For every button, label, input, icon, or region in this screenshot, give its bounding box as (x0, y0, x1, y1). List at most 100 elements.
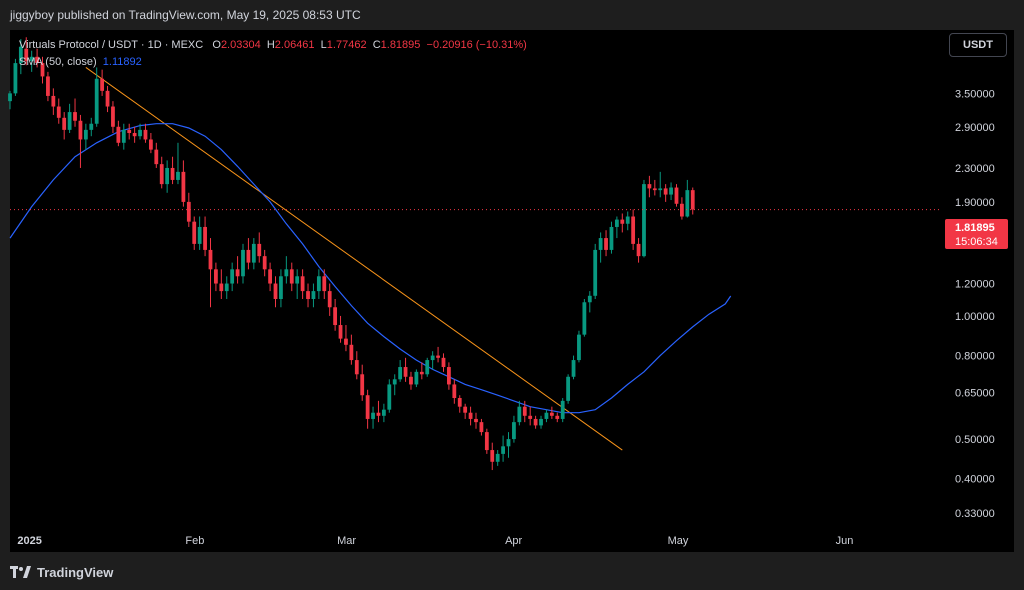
candle (24, 37, 29, 66)
y-tick-label: 2.30000 (955, 163, 995, 175)
candle-body (89, 123, 94, 130)
candle-body (100, 78, 105, 91)
candle-body (8, 93, 12, 102)
candle (468, 406, 473, 426)
candle (83, 123, 88, 150)
candle-body (241, 249, 245, 277)
x-tick-label: May (668, 535, 689, 547)
candle-body (132, 133, 137, 137)
candle-body (154, 149, 159, 165)
candle-body (430, 355, 435, 361)
candle (419, 362, 424, 380)
candle (490, 442, 495, 471)
currency-button[interactable]: USDT (949, 33, 1007, 57)
y-tick-label: 1.00000 (955, 311, 995, 323)
candle-body (316, 276, 321, 292)
candle-body (170, 167, 175, 180)
sma-label[interactable]: SMA (50, close) (19, 56, 97, 68)
y-tick-label: 1.20000 (955, 279, 995, 291)
open-value: 2.03304 (220, 39, 261, 51)
candle-body (620, 219, 625, 224)
candle-body (582, 302, 587, 335)
candle (311, 283, 316, 308)
candle-body (419, 371, 424, 375)
candle-body (186, 201, 191, 222)
sma-row: SMA (50, close) 1.11892 (19, 54, 527, 71)
candle-body (94, 78, 99, 124)
candle-body (512, 422, 516, 440)
candle (539, 415, 543, 429)
candle (593, 243, 598, 299)
candle-body (24, 48, 29, 61)
candle (105, 85, 110, 113)
candle-body (680, 203, 684, 217)
candle-body (116, 126, 121, 143)
candle (517, 400, 522, 426)
symbol-title[interactable]: Virtuals Protocol / USDT · 1D · MEXC (19, 39, 204, 51)
candle (100, 69, 105, 96)
candle (219, 269, 224, 299)
candle-body (463, 406, 468, 413)
candle (143, 123, 148, 143)
y-tick-label: 0.50000 (955, 434, 995, 446)
candle (284, 256, 289, 284)
candle-body (219, 283, 224, 292)
candle-body (111, 106, 115, 127)
low-value: 1.77462 (326, 39, 367, 51)
candle (690, 187, 695, 215)
candle-body (360, 374, 365, 396)
candle-body (533, 418, 538, 426)
candle-body (555, 415, 560, 419)
last-price-value: 1.81895 (955, 222, 995, 234)
candle (463, 403, 468, 419)
candle-body (447, 367, 451, 385)
candle-body (251, 243, 256, 263)
ohlc-row: Virtuals Protocol / USDT · 1D · MEXC O2.… (19, 37, 527, 54)
candle (203, 216, 207, 257)
candle (138, 123, 142, 140)
chart-panel[interactable] (10, 30, 1014, 552)
candle (300, 269, 305, 299)
candle (306, 283, 310, 308)
candle (132, 126, 137, 143)
footer-brand[interactable]: TradingView (10, 558, 113, 586)
candle (658, 171, 663, 198)
candle (495, 450, 500, 466)
candle (111, 101, 115, 134)
candle (295, 269, 300, 299)
candle (506, 432, 511, 458)
candle (604, 230, 608, 257)
candle-body (587, 295, 592, 303)
candle (425, 357, 430, 377)
candle (501, 435, 505, 462)
candle (609, 221, 614, 254)
candle-body (344, 338, 348, 345)
candle (62, 112, 67, 140)
x-tick-label: Feb (185, 535, 204, 547)
candle-body (452, 384, 457, 399)
candle (598, 232, 603, 263)
trendline (85, 67, 623, 451)
x-tick-label: Mar (337, 535, 356, 547)
candle (67, 103, 72, 134)
high-value: 2.06461 (274, 39, 315, 51)
candle (587, 291, 592, 313)
candle-body (138, 129, 142, 137)
candle-body (284, 269, 289, 277)
candle-body (614, 219, 619, 227)
candle-body (13, 63, 18, 94)
candle-body (528, 415, 533, 419)
candle (365, 389, 370, 429)
candle (430, 351, 435, 370)
candle-body (457, 398, 462, 407)
candle-body (268, 269, 272, 284)
candle-body (647, 184, 652, 189)
candle (121, 123, 126, 150)
candle-body (560, 400, 565, 419)
candle-body (571, 360, 576, 377)
candle-body (636, 243, 641, 257)
candle-body (593, 249, 598, 296)
candle (354, 351, 359, 380)
y-tick-label: 0.40000 (955, 474, 995, 486)
